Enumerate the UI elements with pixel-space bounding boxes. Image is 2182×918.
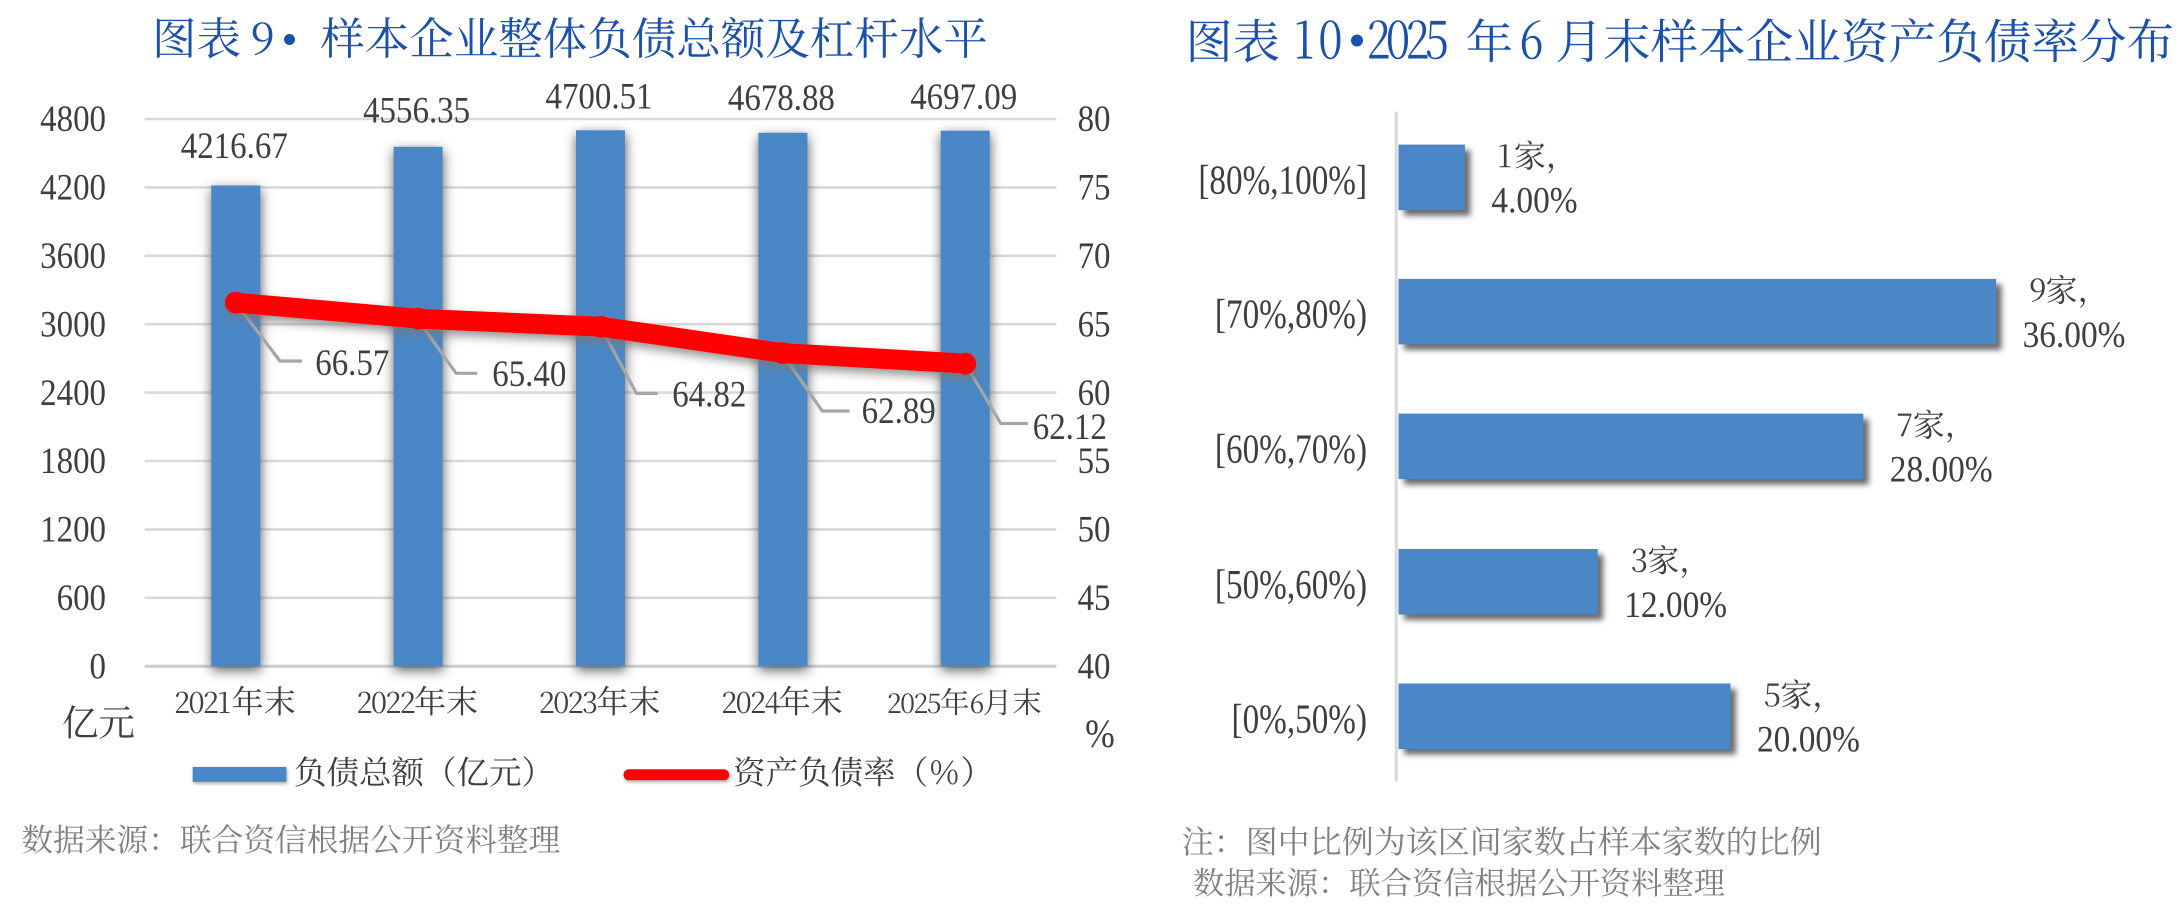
svg-text:4556.35: 4556.35	[363, 90, 470, 131]
svg-text:600: 600	[57, 577, 106, 618]
svg-text:4700.51: 4700.51	[545, 76, 652, 117]
svg-text:4697.09: 4697.09	[910, 76, 1017, 117]
svg-text:80: 80	[1078, 98, 1111, 139]
svg-text:66.57: 66.57	[315, 342, 389, 383]
svg-text:%: %	[1085, 712, 1115, 756]
svg-text:3600: 3600	[40, 235, 106, 276]
svg-text:50: 50	[1078, 509, 1111, 550]
svg-text:60: 60	[1078, 372, 1111, 413]
svg-text:3000: 3000	[40, 304, 106, 345]
svg-text:65.40: 65.40	[492, 353, 566, 394]
svg-text:[50%,60%): [50%,60%)	[1215, 562, 1367, 607]
svg-text:[0%,50%): [0%,50%)	[1232, 697, 1367, 742]
svg-text:45: 45	[1078, 577, 1111, 618]
svg-text:[80%,100%]: [80%,100%]	[1198, 158, 1367, 203]
svg-text:[60%,70%): [60%,70%)	[1215, 427, 1367, 472]
svg-text:4200: 4200	[40, 167, 106, 208]
svg-text:62.89: 62.89	[862, 390, 936, 431]
svg-text:28.00%: 28.00%	[1890, 448, 1993, 490]
svg-text:75: 75	[1078, 167, 1111, 208]
svg-text:4678.88: 4678.88	[728, 77, 835, 118]
svg-text:1800: 1800	[40, 440, 106, 481]
svg-text:62.12: 62.12	[1033, 406, 1107, 447]
svg-text:65: 65	[1078, 304, 1111, 345]
svg-text:1200: 1200	[40, 509, 106, 550]
svg-text:20.00%: 20.00%	[1757, 718, 1860, 760]
svg-text:64.82: 64.82	[672, 374, 746, 415]
svg-text:55: 55	[1078, 440, 1111, 481]
svg-text:[70%,80%): [70%,80%)	[1215, 292, 1367, 337]
svg-text:2400: 2400	[40, 372, 106, 413]
svg-text:36.00%: 36.00%	[2023, 313, 2126, 355]
svg-text:4.00%: 4.00%	[1491, 179, 1577, 221]
svg-text:4800: 4800	[40, 98, 106, 139]
svg-text:4216.67: 4216.67	[181, 125, 288, 166]
svg-text:0: 0	[90, 646, 106, 687]
svg-text:40: 40	[1078, 646, 1111, 687]
svg-text:70: 70	[1078, 235, 1111, 276]
svg-text:12.00%: 12.00%	[1624, 583, 1727, 625]
